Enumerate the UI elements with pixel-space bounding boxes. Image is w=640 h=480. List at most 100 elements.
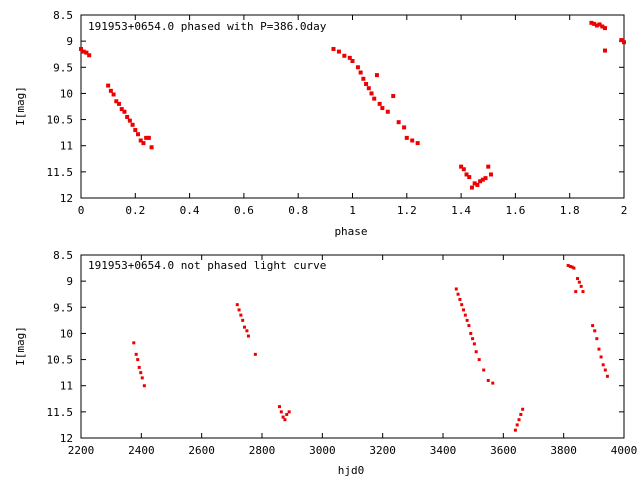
chart-phased-yticks: 8.5 9 9.5 10 10.5 11 11.5 12 bbox=[47, 9, 624, 205]
data-point bbox=[142, 384, 146, 388]
data-point bbox=[285, 412, 289, 416]
data-point bbox=[579, 284, 583, 288]
data-point bbox=[521, 407, 525, 411]
data-point bbox=[385, 109, 390, 114]
x-tick-label: 3800 bbox=[550, 444, 577, 457]
data-point bbox=[480, 177, 485, 182]
data-point bbox=[342, 53, 347, 58]
data-point bbox=[467, 175, 472, 180]
y-tick-label: 8.5 bbox=[53, 9, 73, 22]
data-point bbox=[577, 280, 581, 284]
chart-phased-xticks: 0 0.2 0.4 0.6 0.8 1 1.2 1.4 1.6 1.8 2 bbox=[78, 15, 627, 217]
data-point bbox=[374, 73, 379, 78]
y-tick-label: 11.5 bbox=[47, 406, 74, 419]
chart-unphased-xlabel: hjd0 bbox=[338, 464, 365, 477]
data-point bbox=[125, 114, 130, 119]
data-point bbox=[574, 290, 578, 294]
x-tick-label: 2400 bbox=[128, 444, 155, 457]
data-point bbox=[478, 179, 483, 184]
data-point bbox=[467, 324, 471, 328]
x-tick-label: 3600 bbox=[490, 444, 517, 457]
chart-phased-points bbox=[79, 20, 626, 190]
data-point bbox=[488, 172, 493, 177]
data-point bbox=[133, 128, 138, 133]
data-point bbox=[149, 145, 154, 150]
data-point bbox=[460, 303, 464, 307]
data-point bbox=[139, 371, 143, 375]
data-point bbox=[79, 46, 83, 51]
data-point bbox=[138, 138, 143, 143]
data-point bbox=[84, 50, 89, 55]
data-point bbox=[597, 22, 602, 27]
chart-unphased-points bbox=[132, 263, 609, 432]
data-point bbox=[591, 324, 595, 328]
y-tick-label: 11.5 bbox=[47, 166, 74, 179]
data-point bbox=[350, 59, 355, 64]
data-point bbox=[513, 428, 517, 432]
chart-phased-xlabel: phase bbox=[334, 225, 367, 238]
data-point bbox=[358, 70, 363, 75]
chart-phased-ylabel: I[mag] bbox=[14, 86, 27, 126]
data-point bbox=[471, 337, 475, 341]
y-tick-label: 9 bbox=[66, 35, 73, 48]
y-tick-label: 12 bbox=[60, 192, 73, 205]
data-point bbox=[594, 23, 599, 28]
data-point bbox=[239, 313, 243, 317]
data-point bbox=[106, 83, 111, 88]
y-tick-label: 10 bbox=[60, 327, 73, 340]
data-point bbox=[619, 38, 624, 43]
data-point bbox=[111, 92, 116, 97]
data-point bbox=[127, 118, 132, 123]
data-point bbox=[486, 378, 490, 382]
x-tick-label: 4000 bbox=[611, 444, 638, 457]
data-point bbox=[134, 352, 138, 356]
y-tick-label: 8.5 bbox=[53, 249, 73, 262]
data-point bbox=[469, 185, 474, 190]
chart-unphased-title: 191953+0654.0 not phased light curve bbox=[88, 259, 326, 272]
data-point bbox=[117, 101, 122, 106]
y-tick-label: 9 bbox=[66, 275, 73, 288]
x-tick-label: 2800 bbox=[249, 444, 276, 457]
data-point bbox=[146, 135, 151, 140]
x-tick-label: 1 bbox=[349, 204, 356, 217]
data-point bbox=[402, 125, 407, 130]
data-point bbox=[237, 308, 241, 312]
chart-unphased-frame bbox=[80, 254, 625, 439]
x-tick-label: 2600 bbox=[188, 444, 215, 457]
data-point bbox=[279, 410, 283, 414]
x-tick-label: 1.4 bbox=[451, 204, 471, 217]
chart-unphased-yticks: 8.5 9 9.5 10 10.5 11 11.5 12 bbox=[47, 249, 624, 445]
x-tick-label: 3000 bbox=[309, 444, 336, 457]
data-point bbox=[108, 88, 113, 93]
data-point bbox=[472, 181, 477, 186]
data-point bbox=[245, 329, 249, 333]
data-point bbox=[463, 313, 467, 317]
data-point bbox=[136, 132, 141, 137]
data-point bbox=[364, 82, 369, 87]
y-tick-label: 9.5 bbox=[53, 61, 73, 74]
data-point bbox=[602, 48, 607, 53]
data-point bbox=[130, 122, 135, 127]
data-point bbox=[81, 49, 86, 54]
data-point bbox=[361, 76, 366, 81]
data-point bbox=[137, 365, 141, 369]
data-point bbox=[568, 265, 572, 269]
data-point bbox=[331, 46, 336, 51]
data-point bbox=[482, 368, 486, 372]
data-point bbox=[114, 99, 119, 104]
data-point bbox=[243, 325, 247, 329]
data-point bbox=[336, 49, 341, 54]
data-point bbox=[597, 347, 601, 351]
data-point bbox=[462, 308, 466, 312]
data-point bbox=[570, 265, 574, 269]
data-point bbox=[600, 24, 605, 29]
data-point bbox=[410, 138, 415, 143]
data-point bbox=[391, 94, 396, 99]
y-tick-label: 10.5 bbox=[47, 354, 74, 367]
x-tick-label: 3400 bbox=[430, 444, 457, 457]
data-point bbox=[595, 337, 599, 341]
y-tick-label: 12 bbox=[60, 432, 73, 445]
chart-phased-title: 191953+0654.0 phased with P=386.0day bbox=[88, 20, 327, 33]
data-point bbox=[469, 331, 473, 335]
